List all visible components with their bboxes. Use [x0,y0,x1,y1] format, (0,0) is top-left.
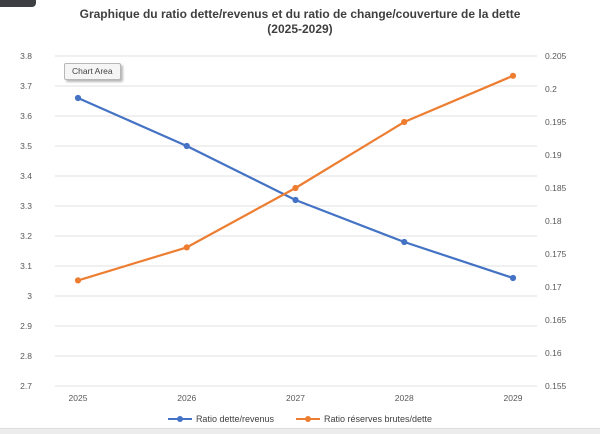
y-axis-left-tick-label: 3.8 [20,51,32,61]
x-axis-tick-label: 2025 [69,393,88,403]
x-axis-tick-label: 2029 [504,393,523,403]
chart-title: Graphique du ratio dette/revenus et du r… [0,7,600,37]
y-axis-right-tick-label: 0.175 [545,249,567,259]
y-axis-left-tick-label: 3.7 [20,81,32,91]
y-axis-left-tick-label: 3.6 [20,111,32,121]
chart-plot-area[interactable]: 3.8 3.7 3.6 3.5 3.4 3.3 3.2 3.1 3 2.9 2.8 2.7 0.205 0… [0,0,600,410]
chart-title-line2: (2025-2029) [267,22,333,36]
x-axis-tick-label: 2028 [395,393,414,403]
x-axis-tick-label: 2027 [286,393,305,403]
y-axis-right-tick-label: 0.16 [545,348,562,358]
legend-item-ratio-dette-revenus[interactable]: Ratio dette/revenus [167,414,274,424]
y-axis-right-tick-label: 0.18 [545,216,562,226]
data-point-1-2029[interactable] [509,72,517,79]
y-axis-right-tick-label: 0.165 [545,315,567,325]
chart-area-tooltip-label: Chart Area [72,66,113,76]
y-axis-right-tick-label: 0.195 [545,117,567,127]
legend-label: Ratio dette/revenus [195,414,274,424]
chart-legend: Ratio dette/revenus Ratio réserves brute… [0,410,600,428]
data-point-0-2029[interactable] [509,274,517,282]
data-point-1-2025[interactable] [74,277,82,284]
legend-item-ratio-reserves-brutes-dette[interactable]: Ratio réserves brutes/dette [295,414,433,424]
x-axis-tick-label: 2026 [177,393,196,403]
y-axis-left-tick-label: 3.1 [20,261,32,271]
data-point-0-2028[interactable] [401,238,408,246]
y-axis-left-tick-label: 2.8 [20,351,32,361]
y-axis-left-tick-label: 3.5 [20,141,32,151]
y-axis-right-tick-label: 0.17 [545,282,562,292]
y-axis-left-tick-label: 3.3 [20,201,32,211]
y-axis-left-tick-label: 3.2 [20,231,32,241]
y-axis-left-tick-label: 2.9 [20,321,32,331]
window-edge-artifact [0,0,36,7]
y-axis-right-tick-label: 0.155 [545,381,567,391]
y-axis-right-tick-label: 0.2 [545,84,557,94]
legend-line-marker-icon [295,416,320,422]
screenshot-bottom-edge [0,428,600,434]
data-point-0-2025[interactable] [74,94,82,102]
chart-area-tooltip: Chart Area [64,63,121,80]
y-axis-left-tick-label: 2.7 [20,381,32,391]
chart-title-line1: Graphique du ratio dette/revenus et du r… [79,7,521,21]
series-line-1[interactable] [76,74,515,282]
y-axis-right-tick-label: 0.185 [545,183,567,193]
data-point-1-2027[interactable] [292,184,299,192]
data-point-1-2028[interactable] [401,118,408,126]
data-point-0-2027[interactable] [292,196,299,204]
legend-line-marker-icon [167,416,192,422]
legend-label: Ratio réserves brutes/dette [323,414,433,424]
y-axis-right-tick-label: 0.205 [545,51,567,61]
y-axis-left-tick-label: 3 [27,291,32,301]
data-point-0-2026[interactable] [183,142,190,150]
y-axis-right-tick-label: 0.19 [545,150,562,160]
data-point-1-2026[interactable] [183,244,190,251]
y-axis-left-tick-label: 3.4 [20,171,32,181]
